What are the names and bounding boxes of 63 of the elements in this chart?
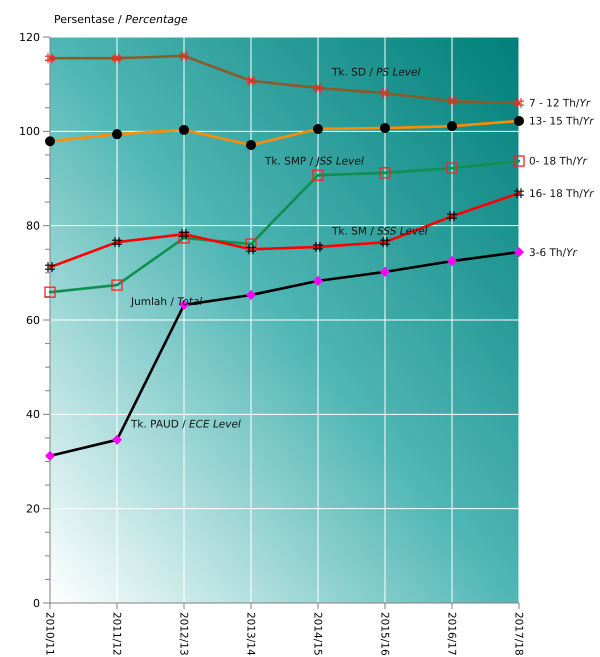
point xyxy=(513,155,525,167)
point xyxy=(111,279,123,291)
x-tick-label: 2013/14 xyxy=(244,612,256,656)
point xyxy=(447,121,457,132)
annotation: 0- 18 Th/Yr xyxy=(529,156,588,168)
point xyxy=(379,236,391,248)
point xyxy=(179,124,189,135)
point xyxy=(313,276,323,286)
point xyxy=(45,136,55,146)
point xyxy=(245,238,257,250)
x-tick-label: 2011/12 xyxy=(110,612,122,656)
point xyxy=(178,228,190,240)
point xyxy=(111,52,123,64)
point xyxy=(44,52,56,64)
x-tick-label: 2014/15 xyxy=(311,612,324,656)
point xyxy=(514,116,524,126)
point xyxy=(513,188,525,199)
point xyxy=(112,129,122,140)
annotation: 3-6 Th/Yr xyxy=(529,246,578,259)
point xyxy=(312,170,324,181)
line-series xyxy=(48,54,520,104)
y-tick-label: 0 xyxy=(33,596,40,610)
y-tick-label: 100 xyxy=(19,125,40,138)
point xyxy=(178,232,190,244)
y-axis-title: Persentase / Percentage xyxy=(54,13,188,26)
point xyxy=(513,97,525,109)
annotation: Tk. PAUD / ECE Level xyxy=(130,418,241,430)
x-tick-label: 2010/11 xyxy=(43,612,56,656)
y-tick-label: 80 xyxy=(26,220,40,233)
x-tick-label: 2017/18 xyxy=(512,612,524,656)
point xyxy=(446,162,458,174)
point xyxy=(380,123,390,134)
point xyxy=(44,262,56,273)
point xyxy=(446,96,458,107)
point xyxy=(112,434,122,445)
y-tick-label: 120 xyxy=(19,30,40,44)
point xyxy=(379,167,391,178)
point xyxy=(380,266,390,277)
y-tick-label: 60 xyxy=(26,314,40,327)
point xyxy=(379,88,391,99)
annotation: 7 - 12 Th/Yr xyxy=(529,98,591,110)
point xyxy=(111,236,123,248)
x-tick-label: 2015/16 xyxy=(378,612,390,656)
point xyxy=(245,244,257,255)
line-series xyxy=(48,192,520,268)
point xyxy=(446,210,458,222)
point xyxy=(245,75,257,86)
point xyxy=(514,247,524,258)
point xyxy=(45,450,55,461)
point xyxy=(312,82,324,94)
annotation: 13- 15 Th/Yr xyxy=(529,116,594,128)
point xyxy=(312,241,324,252)
y-tick-label: 40 xyxy=(26,408,40,422)
point xyxy=(178,50,190,62)
x-tick-label: 2012/13 xyxy=(177,612,190,656)
annotation: 16- 18 Th/Yr xyxy=(529,188,594,200)
point xyxy=(447,256,457,266)
point xyxy=(44,286,56,298)
point xyxy=(246,140,256,150)
x-tick-label: 2016/17 xyxy=(445,612,458,656)
y-tick-label: 20 xyxy=(26,502,40,516)
point xyxy=(246,290,256,300)
point xyxy=(313,124,323,134)
